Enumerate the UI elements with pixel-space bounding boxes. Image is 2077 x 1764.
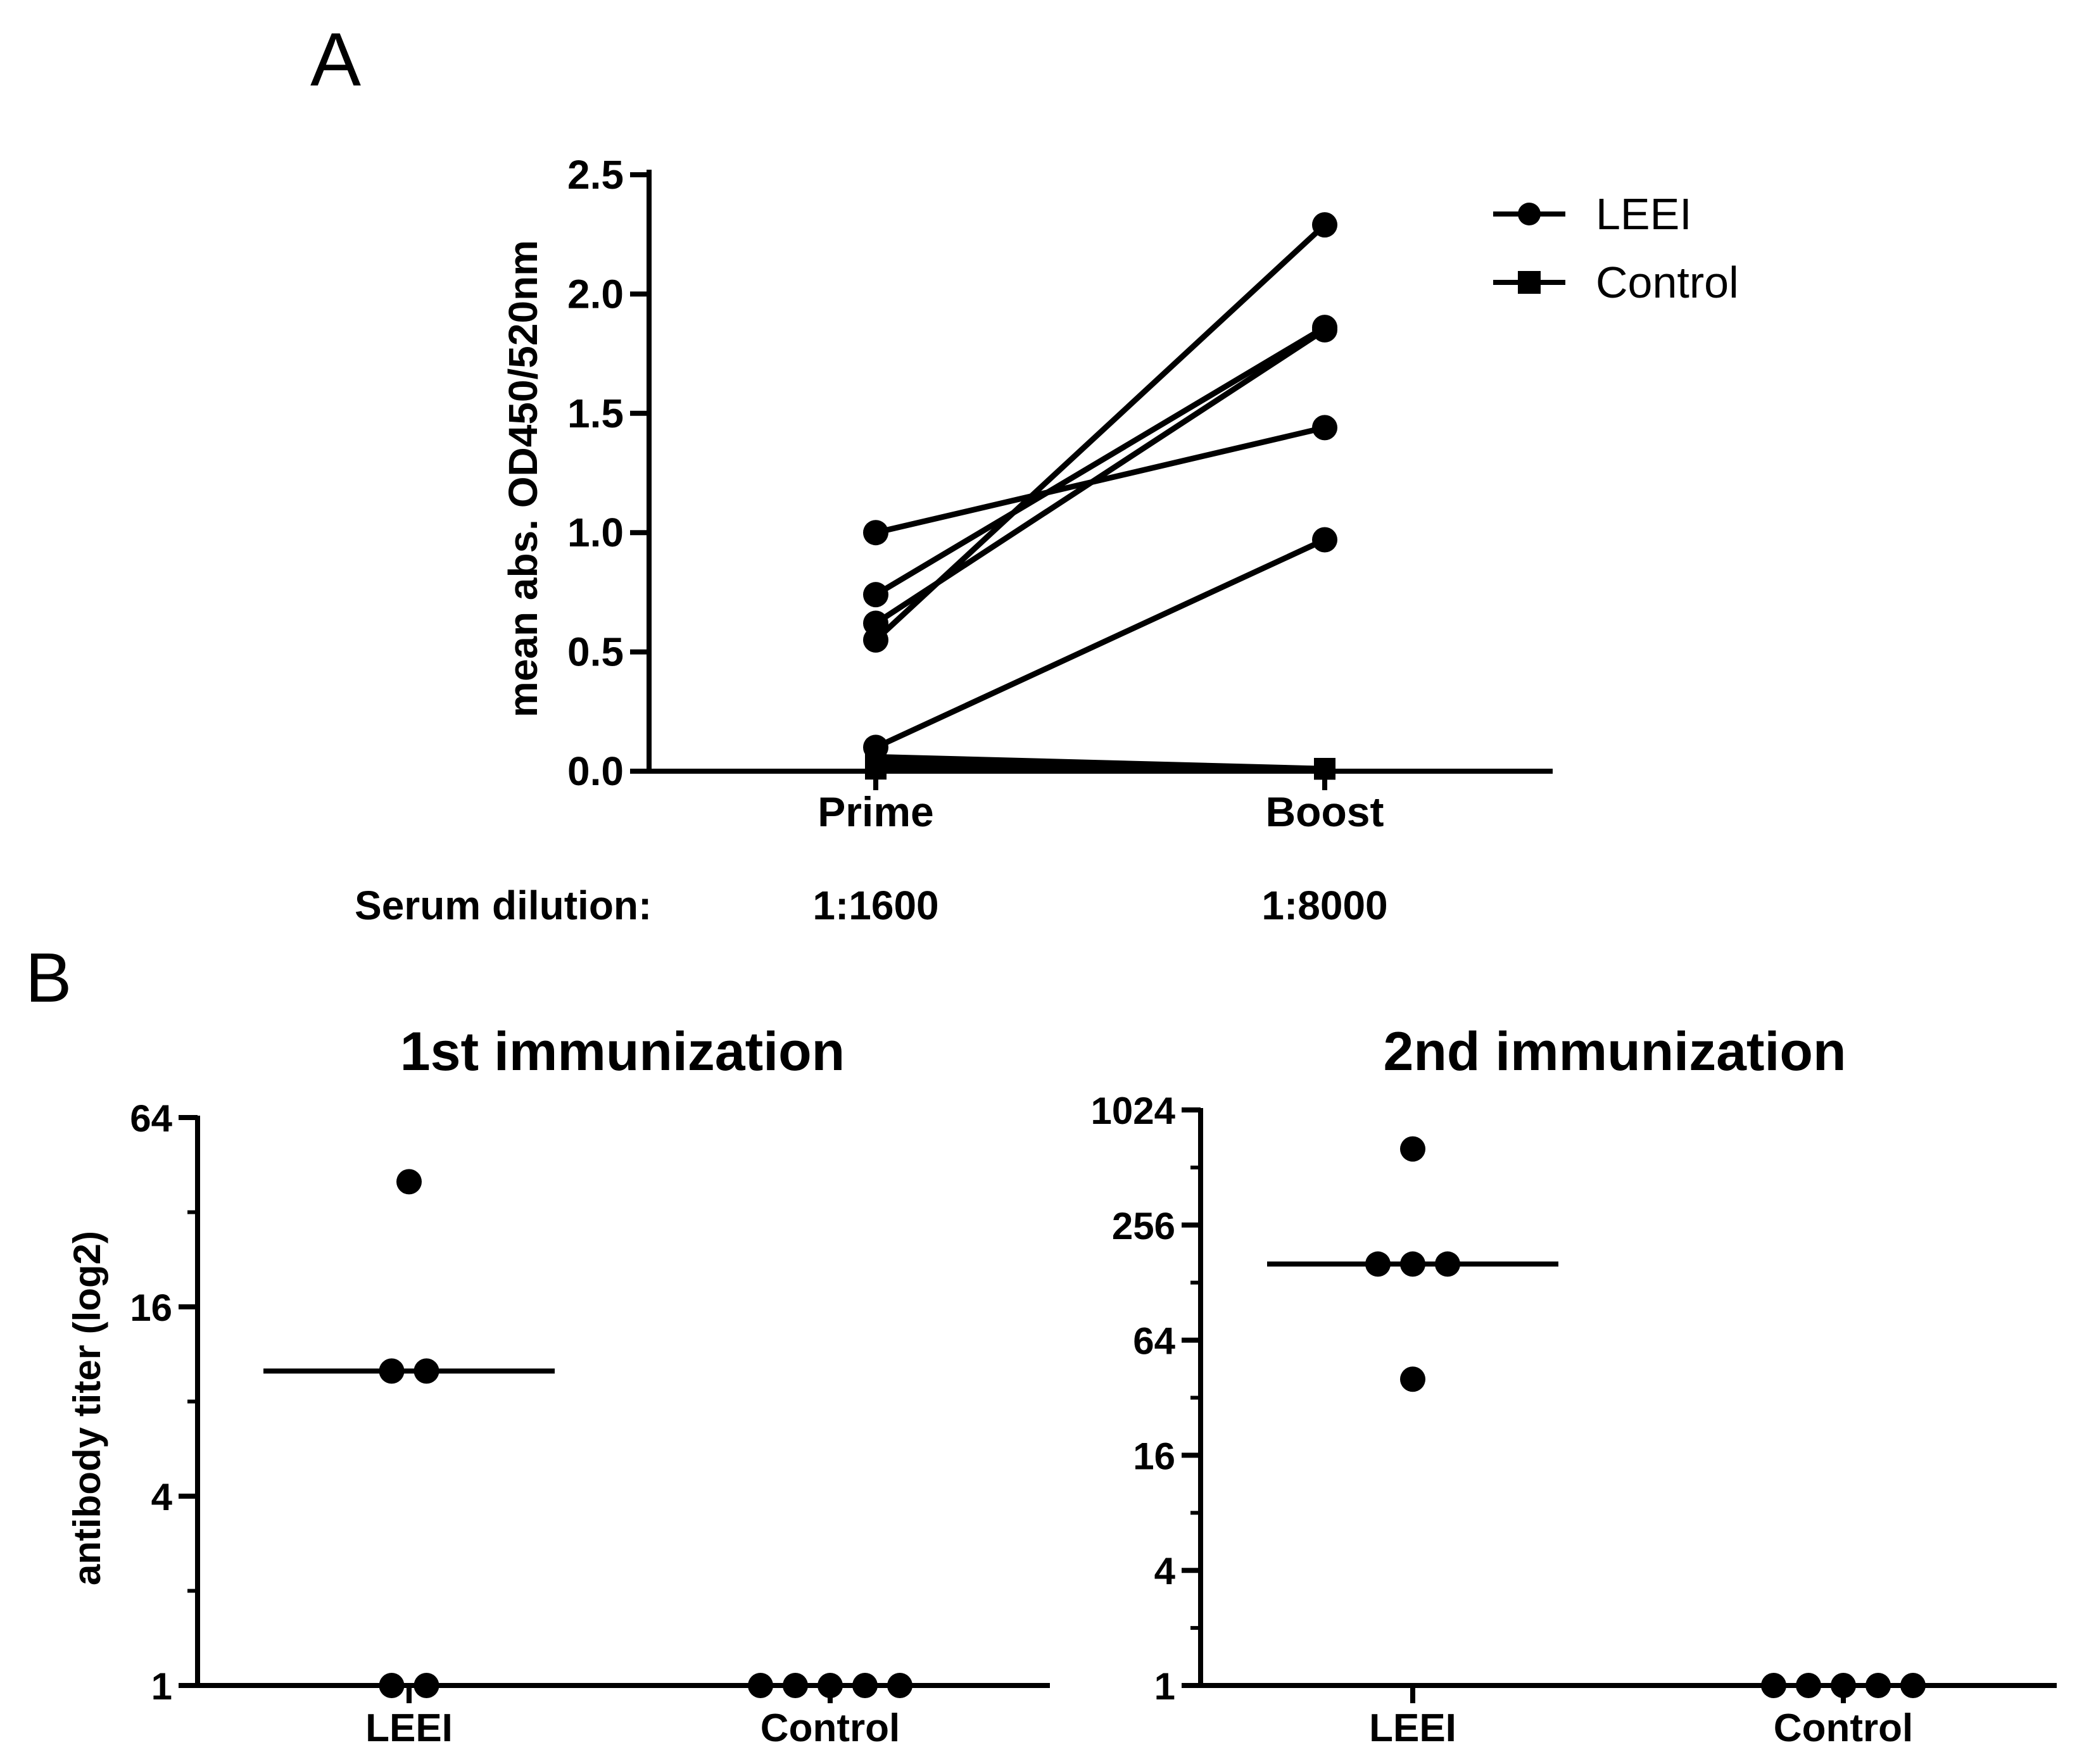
legend-leei-label: LEEI: [1596, 189, 1692, 239]
panel-a-y-tick-label: 1.5: [567, 391, 624, 436]
b1-data-point: [852, 1673, 878, 1698]
panel-a-x-ticks: Prime Boost: [818, 771, 1384, 835]
leei-point: [1312, 212, 1337, 238]
serum-dilution-boost: 1:8000: [1261, 883, 1387, 928]
panel-b2-points: [1267, 1136, 1989, 1698]
b2-data-point: [1796, 1673, 1821, 1698]
legend-control-marker: [1518, 271, 1541, 294]
panel-b1-ylabel: antibody titer (log2): [66, 1231, 108, 1585]
panel-b2-title: 2nd immunization: [1384, 1021, 1847, 1082]
b1-data-point: [887, 1673, 912, 1698]
panel-b2-x-ticks: LEEI Control: [1369, 1685, 1913, 1750]
panel-a-y-tick-label: 2.0: [567, 271, 624, 317]
control-point: [1314, 758, 1335, 780]
b2-y-tick-label: 1: [1154, 1665, 1175, 1708]
panel-a-footer: Serum dilution: 1:1600 1:8000: [355, 883, 1388, 928]
panel-b2: 2nd immunization 1 4 16 64 256 1024 LEEI Contr…: [1091, 1021, 2057, 1750]
b2-y-tick-label: 256: [1112, 1205, 1175, 1247]
serum-dilution-label: Serum dilution:: [355, 883, 652, 928]
legend: LEEI Control: [1493, 189, 1739, 307]
leei-point: [1312, 527, 1337, 553]
b1-data-point: [783, 1673, 808, 1698]
control-point: [865, 758, 887, 780]
b2-y-tick-label: 16: [1133, 1435, 1175, 1477]
leei-point: [1312, 415, 1337, 441]
series-line-leei: [873, 222, 1327, 643]
b1-data-point: [379, 1358, 405, 1384]
b1-data-point: [396, 1169, 422, 1195]
panel-a-label: A: [310, 17, 361, 102]
b1-y-tick-label: 1: [151, 1665, 172, 1708]
b2-data-point: [1831, 1673, 1856, 1698]
panel-a-y-tick-label: 0.5: [567, 629, 624, 675]
series-line-leei: [874, 325, 1327, 598]
panel-a-y-tick-label: 2.5: [567, 152, 624, 198]
b2-x-tick-label: LEEI: [1369, 1706, 1456, 1750]
b2-data-point: [1365, 1251, 1391, 1277]
leei-point: [1312, 317, 1337, 343]
b2-x-tick-label: Control: [1774, 1706, 1913, 1750]
b1-x-tick-label: LEEI: [365, 1706, 453, 1750]
series-line-leei: [874, 425, 1326, 536]
b2-y-tick-label: 4: [1154, 1550, 1176, 1592]
b2-data-point: [1866, 1673, 1891, 1698]
legend-leei-marker: [1518, 203, 1541, 225]
b1-y-tick-label: 4: [151, 1476, 173, 1518]
panel-b-label: B: [25, 939, 72, 1017]
panel-a-y-tick-label: 0.0: [567, 748, 624, 794]
b1-data-point: [414, 1673, 439, 1698]
leei-point: [863, 582, 888, 608]
panel-b: B 1st immunization antibody titer (log2)…: [25, 939, 2057, 1750]
panel-b1-x-ticks: LEEI Control: [365, 1685, 900, 1750]
b2-data-point: [1400, 1366, 1425, 1392]
panel-b2-y-ticks: 1 4 16 64 256 1024: [1091, 1090, 1201, 1708]
b2-data-point: [1400, 1251, 1425, 1277]
legend-control-label: Control: [1596, 258, 1739, 307]
panel-a-series: [863, 212, 1337, 780]
b2-data-point: [1900, 1673, 1926, 1698]
series-line-leei: [874, 537, 1326, 750]
b1-x-tick-label: Control: [761, 1706, 900, 1750]
panel-a-ylabel: mean abs. OD450/520nm: [500, 240, 546, 717]
panel-b1-y-ticks: 1 4 16 64: [130, 1097, 198, 1708]
b1-data-point: [818, 1673, 843, 1698]
b1-data-point: [379, 1673, 405, 1698]
b1-data-point: [748, 1673, 773, 1698]
panel-a-y-ticks: 0.0 0.5 1.0 1.5 2.0 2.5: [567, 152, 649, 794]
serum-dilution-prime: 1:1600: [812, 883, 938, 928]
panel-b1-title: 1st immunization: [400, 1021, 845, 1082]
panel-a: A mean abs. OD450/520nm 0.0 0.5 1.0 1.5 2.0 2…: [310, 17, 1739, 928]
b2-data-point: [1761, 1673, 1786, 1698]
panel-b1: 1st immunization antibody titer (log2) 1…: [66, 1021, 1050, 1750]
panel-b1-points: [263, 1169, 976, 1698]
b1-y-tick-label: 16: [130, 1287, 172, 1329]
b2-y-tick-label: 1024: [1091, 1090, 1176, 1132]
panel-a-x-tick-label: Prime: [818, 788, 933, 835]
b1-data-point: [414, 1358, 439, 1384]
leei-point: [863, 520, 888, 546]
b2-data-point: [1435, 1251, 1460, 1277]
panel-a-x-tick-label: Boost: [1266, 788, 1384, 835]
b2-data-point: [1400, 1136, 1425, 1162]
b1-y-tick-label: 64: [130, 1097, 172, 1140]
panel-a-y-tick-label: 1.0: [567, 510, 624, 555]
b2-y-tick-label: 64: [1133, 1320, 1175, 1363]
leei-point: [863, 627, 888, 653]
